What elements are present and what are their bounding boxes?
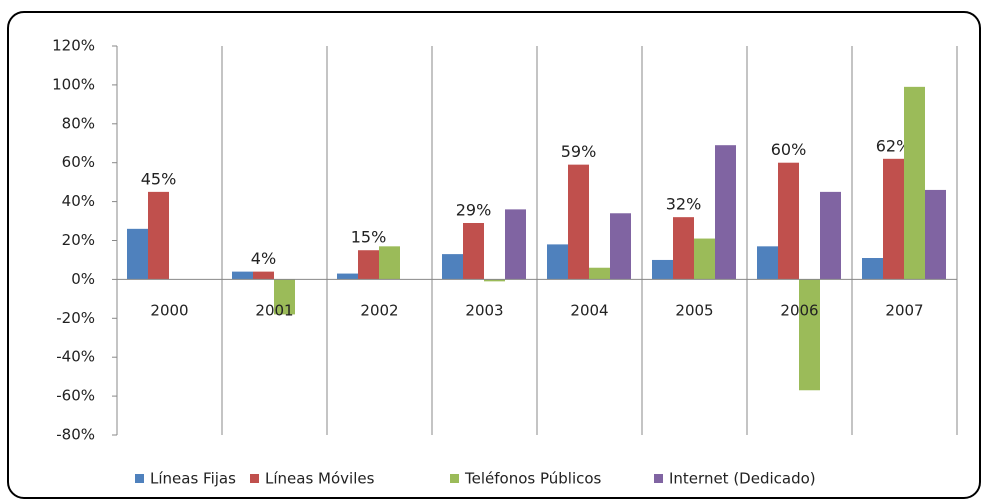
y-tick-label: -40% <box>56 348 95 366</box>
bar <box>505 209 526 280</box>
x-tick-label: 2002 <box>360 302 398 320</box>
legend-label: Teléfonos Públicos <box>464 470 602 488</box>
y-tick-label: 80% <box>62 114 95 132</box>
x-tick-label: 2000 <box>150 302 188 320</box>
y-tick-label: 20% <box>62 231 95 249</box>
bar <box>652 259 673 280</box>
bar <box>715 145 736 280</box>
bar <box>862 258 883 280</box>
legend-swatch <box>250 474 259 483</box>
bar <box>253 271 274 280</box>
bar <box>379 246 400 280</box>
bar <box>694 238 715 280</box>
bar <box>463 222 484 280</box>
bar <box>904 86 925 280</box>
y-tick-label: 0% <box>71 270 95 288</box>
bar <box>484 279 505 282</box>
bar <box>673 217 694 280</box>
bar <box>925 189 946 280</box>
bar <box>148 191 169 280</box>
x-tick-label: 2004 <box>570 302 608 320</box>
legend-swatch <box>450 474 459 483</box>
x-tick-label: 2001 <box>255 302 293 320</box>
bar <box>232 271 253 280</box>
bar <box>799 279 820 391</box>
bar <box>610 213 631 280</box>
data-label: 45% <box>141 169 177 188</box>
y-tick-label: 120% <box>52 37 95 55</box>
bar <box>757 246 778 280</box>
legend-label: Líneas Fijas <box>150 470 236 488</box>
bar <box>883 158 904 280</box>
data-label: 62% <box>876 136 912 155</box>
x-tick-label: 2007 <box>885 302 923 320</box>
data-label: 32% <box>666 195 702 214</box>
x-tick-label: 2005 <box>675 302 713 320</box>
bar <box>337 273 358 280</box>
data-label: 60% <box>771 140 807 159</box>
data-label: 15% <box>351 228 387 247</box>
bar <box>442 254 463 280</box>
data-label: 59% <box>561 142 597 161</box>
legend-label: Líneas Móviles <box>265 470 375 488</box>
bar <box>820 191 841 280</box>
y-tick-label: -80% <box>56 426 95 444</box>
bar <box>358 250 379 280</box>
bar <box>274 279 295 315</box>
y-tick-label: 40% <box>62 192 95 210</box>
x-tick-label: 2006 <box>780 302 818 320</box>
legend-label: Internet (Dedicado) <box>669 470 816 488</box>
bar <box>589 267 610 280</box>
legend-swatch <box>654 474 663 483</box>
y-tick-label: 100% <box>52 75 95 93</box>
chart-frame <box>7 11 981 499</box>
bar <box>568 164 589 280</box>
y-tick-label: -60% <box>56 387 95 405</box>
legend-swatch <box>135 474 144 483</box>
x-tick-label: 2003 <box>465 302 503 320</box>
data-label: 29% <box>456 200 492 219</box>
bar <box>547 244 568 280</box>
bar <box>127 228 148 280</box>
y-tick-label: 60% <box>62 153 95 171</box>
bar <box>778 162 799 280</box>
data-label: 4% <box>251 249 276 268</box>
y-tick-label: -20% <box>56 309 95 327</box>
